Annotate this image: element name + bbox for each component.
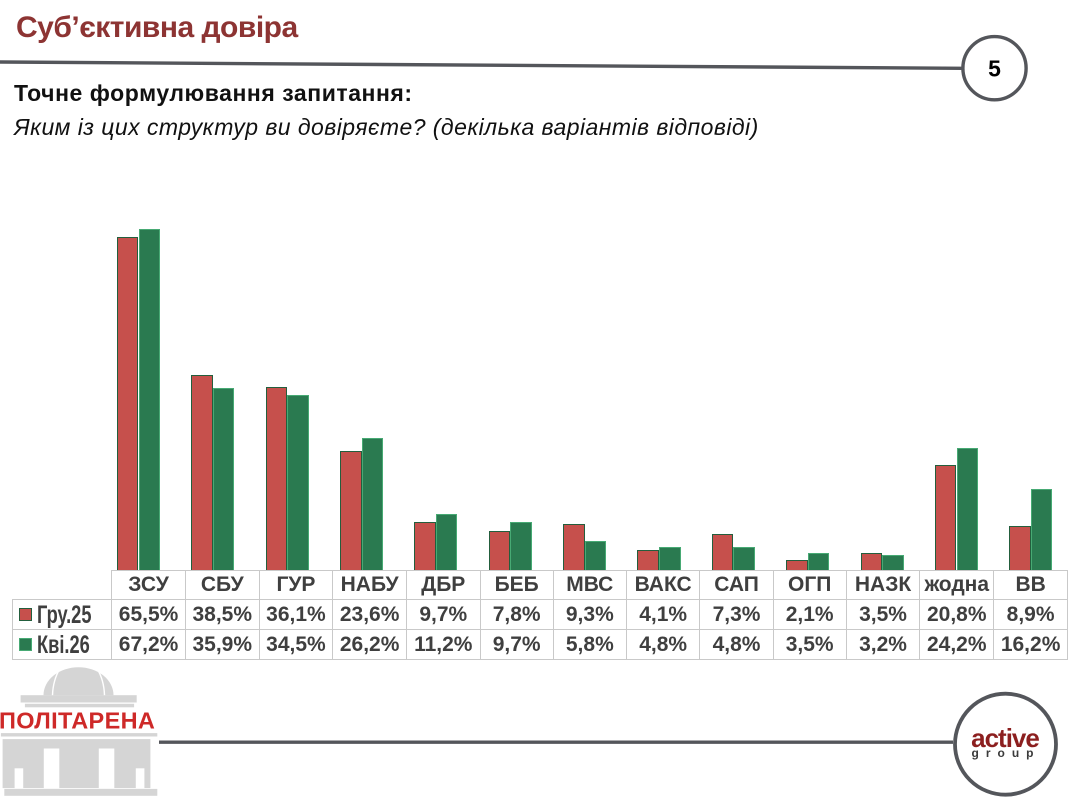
svg-text:5: 5 <box>988 56 1001 82</box>
svg-text:group: group <box>972 746 1041 760</box>
svg-text:ПОЛІТАРЕНА: ПОЛІТАРЕНА <box>0 708 155 734</box>
svg-text:active: active <box>971 723 1039 753</box>
